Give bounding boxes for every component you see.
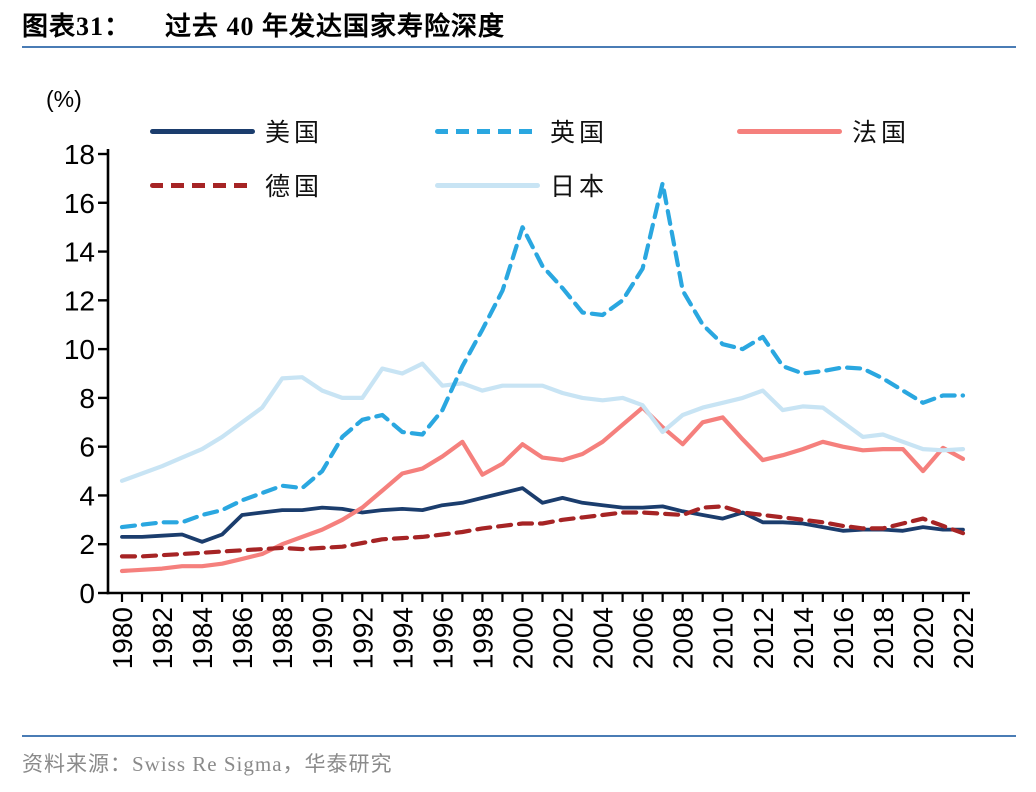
x-tick-label: 2014: [788, 607, 819, 669]
y-axis-unit-label: (%): [46, 86, 82, 112]
x-tick-label: 2012: [748, 607, 779, 669]
legend-label-france: 法国: [852, 120, 911, 147]
figure-number: 图表31：: [22, 12, 132, 41]
legend-label-usa: 美国: [265, 120, 324, 147]
x-tick-label: 1994: [387, 607, 418, 669]
legend-item-france: 法国: [737, 116, 911, 147]
source-divider: [22, 735, 1016, 737]
x-tick-label: 1988: [267, 607, 298, 669]
x-tick-label: 1986: [227, 607, 258, 669]
x-tick-label: 1984: [187, 607, 218, 669]
legend-item-germany: 德国: [150, 170, 324, 201]
legend-label-japan: 日本: [550, 174, 609, 201]
source-note: 资料来源：Swiss Re Sigma，华泰研究: [22, 752, 393, 776]
x-tick-label: 1982: [147, 607, 178, 669]
y-tick-label: 16: [64, 188, 95, 219]
page-title: 图表31： 过去 40 年发达国家寿险深度: [22, 6, 505, 43]
x-tick-label: 2010: [708, 607, 739, 669]
y-axis-labels: 0 2 4 6 8 10 12 14 16 18: [64, 139, 95, 609]
legend-swatch-usa: [150, 128, 255, 134]
title-divider: [22, 46, 1016, 48]
x-tick-label: 2006: [628, 607, 659, 669]
y-tick-label: 4: [79, 480, 95, 511]
x-tick-label: 1990: [307, 607, 338, 669]
x-tick-label: 2008: [668, 607, 699, 669]
legend-item-japan: 日本: [435, 170, 609, 201]
legend-label-uk: 英国: [550, 120, 609, 147]
x-tick-label: 1980: [107, 607, 138, 669]
series-line-germany: [119, 504, 966, 559]
legend-swatch-japan: [435, 182, 540, 188]
series-line-japan: [119, 361, 966, 483]
x-tick-label: 2000: [507, 607, 538, 669]
y-tick-label: 18: [64, 139, 95, 170]
series-line-france: [119, 405, 966, 574]
y-axis-ticks: [98, 152, 108, 595]
x-tick-label: 1992: [347, 607, 378, 669]
x-tick-label: 2020: [908, 607, 939, 669]
y-tick-label: 10: [64, 334, 95, 365]
x-tick-label: 2016: [828, 607, 859, 669]
series-line-uk: [119, 181, 966, 530]
axes: [106, 149, 970, 595]
y-tick-label: 12: [64, 285, 95, 316]
legend-label-germany: 德国: [265, 174, 324, 201]
figure-title: 过去 40 年发达国家寿险深度: [165, 12, 506, 41]
x-tick-label: 2004: [588, 607, 619, 669]
legend-swatch-uk: [435, 128, 540, 134]
y-tick-label: 8: [79, 383, 95, 414]
x-tick-label: 1996: [427, 607, 458, 669]
y-tick-label: 0: [79, 578, 95, 609]
y-tick-label: 2: [79, 529, 95, 560]
x-tick-label: 2002: [548, 607, 579, 669]
x-tick-label: 2018: [868, 607, 899, 669]
legend-item-usa: 美国: [150, 116, 324, 147]
x-tick-label: 2022: [948, 607, 979, 669]
x-tick-label: 1998: [467, 607, 498, 669]
x-axis-labels: 1980 1982 1984 1986 1988 1990 1992 1994 1996 1998…: [107, 607, 979, 669]
legend-item-uk: 英国: [435, 116, 609, 147]
series-line-usa: [120, 486, 965, 544]
x-axis-ticks: [120, 593, 965, 602]
y-tick-label: 6: [79, 432, 95, 463]
legend-swatch-germany: [150, 182, 255, 188]
legend-swatch-france: [737, 128, 842, 134]
y-tick-label: 14: [64, 237, 95, 268]
